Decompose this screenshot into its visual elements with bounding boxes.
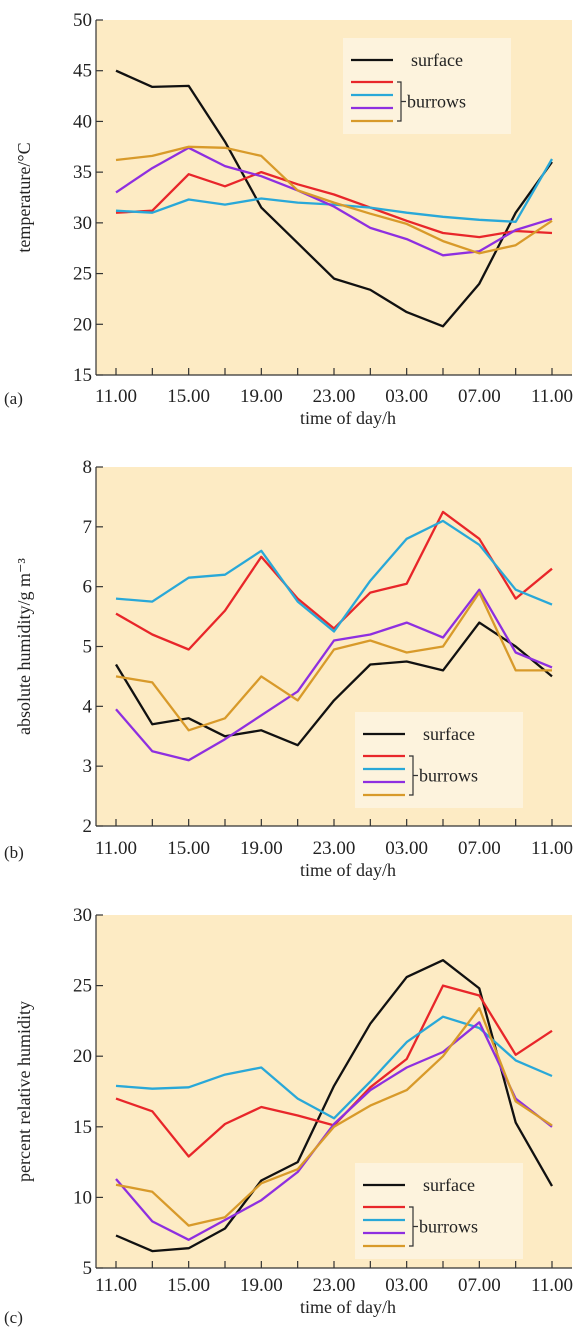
y-axis-title: temperature/°C bbox=[14, 142, 34, 252]
x-tick-label: 03.00 bbox=[385, 838, 428, 859]
chart-panel: 5 10 15 20 25 30 11.00 15.00 19.00 23.00 03.00 07.0… bbox=[4, 905, 573, 1327]
y-tick-label: 5 bbox=[83, 1258, 93, 1279]
x-tick-label: 03.00 bbox=[385, 1275, 428, 1296]
chart-panel: 15 20 25 30 35 40 45 50 11.00 15.00 19.00 23.00 03.0… bbox=[4, 10, 573, 428]
series-line-burrow-purple bbox=[115, 1021, 553, 1241]
series-line-burrow-cyan bbox=[115, 1015, 553, 1120]
y-tick-label: 15 bbox=[73, 365, 92, 386]
y-tick-label: 50 bbox=[73, 10, 92, 31]
y-tick-label: 25 bbox=[73, 976, 92, 997]
legend: surface burrows bbox=[355, 1163, 523, 1259]
y-tick-label: 30 bbox=[73, 905, 92, 926]
x-tick-label: 19.00 bbox=[240, 386, 283, 407]
x-tick-label: 15.00 bbox=[167, 1275, 210, 1296]
x-tick-label: 23.00 bbox=[313, 1275, 356, 1296]
legend-bracket bbox=[409, 755, 418, 796]
x-tick-label: 07.00 bbox=[458, 1275, 501, 1296]
y-tick-label: 20 bbox=[73, 1046, 92, 1067]
x-tick-label: 11.00 bbox=[95, 386, 137, 407]
x-tick-label: 19.00 bbox=[240, 838, 283, 859]
legend-box bbox=[355, 1163, 523, 1259]
series-line-surface bbox=[115, 621, 553, 747]
legend-label-surface: surface bbox=[423, 1175, 475, 1195]
y-tick-label: 45 bbox=[73, 61, 92, 82]
legend-label-burrows: burrows bbox=[419, 1217, 478, 1237]
y-tick-label: 25 bbox=[73, 264, 92, 285]
y-tick-label: 35 bbox=[73, 162, 92, 183]
series-line-burrow-cyan bbox=[115, 519, 553, 633]
x-tick-label: 07.00 bbox=[458, 386, 501, 407]
legend-label-burrows: burrows bbox=[419, 766, 478, 786]
series-line-burrow-purple bbox=[115, 588, 553, 762]
x-tick-label: 11.00 bbox=[531, 1275, 573, 1296]
series-line-burrow-orange bbox=[115, 1007, 553, 1227]
x-axis-title: time of day/h bbox=[300, 408, 396, 428]
legend: surface burrows bbox=[355, 712, 523, 808]
y-tick-label: 5 bbox=[83, 637, 93, 658]
y-axis-title: percent relative humidity bbox=[14, 1001, 34, 1182]
y-axis-title: absolute humidity/g m⁻³ bbox=[14, 557, 34, 734]
y-tick-label: 15 bbox=[73, 1117, 92, 1138]
legend-label-surface: surface bbox=[411, 50, 463, 70]
x-tick-label: 15.00 bbox=[167, 386, 210, 407]
y-tick-label: 2 bbox=[83, 816, 93, 837]
y-tick-label: 10 bbox=[73, 1187, 92, 1208]
y-tick-label: 6 bbox=[83, 577, 93, 598]
legend-box bbox=[343, 38, 511, 134]
series-line-burrow-orange bbox=[115, 591, 552, 732]
y-tick-label: 3 bbox=[83, 756, 93, 777]
y-tick-label: 30 bbox=[73, 213, 92, 234]
legend-box bbox=[355, 712, 523, 808]
chart-panel: 2 3 4 5 6 7 8 11.00 15.00 19.00 23.00 03.00 07.00 11.… bbox=[4, 457, 573, 880]
series-line-burrow-red bbox=[115, 510, 553, 651]
x-tick-label: 07.00 bbox=[458, 838, 501, 859]
series-line-burrow-red bbox=[115, 170, 553, 239]
x-tick-label: 19.00 bbox=[240, 1275, 283, 1296]
series-line-surface bbox=[115, 69, 553, 328]
x-tick-label: 11.00 bbox=[531, 838, 573, 859]
legend-bracket bbox=[397, 81, 406, 122]
x-tick-label: 11.00 bbox=[95, 838, 137, 859]
panel-letter: (c) bbox=[4, 1308, 23, 1327]
legend: surface burrows bbox=[343, 38, 511, 134]
x-tick-label: 11.00 bbox=[531, 386, 573, 407]
x-tick-label: 03.00 bbox=[385, 386, 428, 407]
y-tick-label: 20 bbox=[73, 314, 92, 335]
panel-letter: (a) bbox=[4, 389, 23, 408]
y-tick-label: 8 bbox=[83, 457, 93, 478]
x-tick-label: 23.00 bbox=[313, 838, 356, 859]
x-axis-title: time of day/h bbox=[300, 1297, 396, 1317]
y-tick-label: 4 bbox=[83, 696, 93, 717]
legend-label-surface: surface bbox=[423, 724, 475, 744]
panel-letter: (b) bbox=[4, 843, 24, 862]
y-tick-label: 7 bbox=[83, 517, 93, 538]
x-axis-title: time of day/h bbox=[300, 860, 396, 880]
legend-bracket bbox=[409, 1206, 418, 1247]
series-line-surface bbox=[115, 959, 553, 1253]
x-tick-label: 15.00 bbox=[167, 838, 210, 859]
y-tick-label: 40 bbox=[73, 111, 92, 132]
legend-label-burrows: burrows bbox=[407, 92, 466, 112]
x-tick-label: 11.00 bbox=[95, 1275, 137, 1296]
series-line-burrow-cyan bbox=[115, 158, 553, 223]
series-line-burrow-orange bbox=[115, 145, 553, 255]
x-tick-label: 23.00 bbox=[313, 386, 356, 407]
